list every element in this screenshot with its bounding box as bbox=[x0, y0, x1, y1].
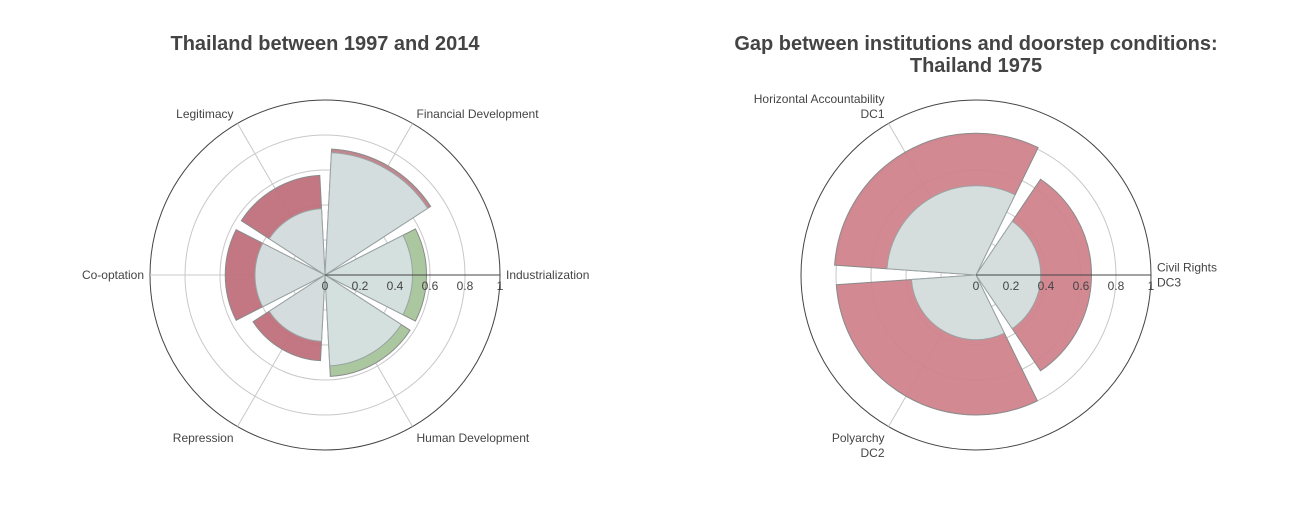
chart-1-category-label: Repression bbox=[173, 431, 234, 445]
chart-gap-institutions-1975: Gap between institutions and doorstep co… bbox=[734, 33, 1217, 460]
chart-1-tick-label: 0.4 bbox=[387, 279, 404, 293]
chart-1-category-label: Co-optation bbox=[82, 268, 144, 282]
chart-1-inner-bar bbox=[254, 242, 327, 308]
chart-1-category-label: Financial Development bbox=[417, 107, 540, 121]
chart-1-title: Thailand between 1997 and 2014 bbox=[170, 33, 480, 55]
chart-1-inner-bar bbox=[268, 274, 326, 342]
chart-1-category-label: Industrialization bbox=[506, 268, 589, 282]
chart-1-inner-bar bbox=[324, 274, 403, 367]
chart-1-inner-bar bbox=[324, 152, 429, 276]
chart-1-tick-label: 0 bbox=[322, 279, 329, 293]
chart-1-tick-label: 0.6 bbox=[422, 279, 439, 293]
chart-2-tick-label: 0.8 bbox=[1108, 279, 1125, 293]
chart-2-inner-bar bbox=[886, 185, 1016, 276]
chart-2-category-label: DC3 bbox=[1157, 276, 1181, 290]
chart-2-title-line-2: Thailand 1975 bbox=[910, 55, 1042, 77]
chart-2-tick-label: 0 bbox=[973, 279, 980, 293]
chart-1-category-label: Human Development bbox=[417, 431, 530, 445]
chart-2-inner-bar bbox=[910, 274, 1006, 341]
chart-2-tick-label: 0.4 bbox=[1038, 279, 1055, 293]
chart-1-tick-label: 0.2 bbox=[352, 279, 369, 293]
chart-2-category-label: DC2 bbox=[860, 446, 884, 460]
chart-2-category-label: Civil Rights bbox=[1157, 261, 1217, 275]
chart-1-tick-label: 0.8 bbox=[457, 279, 474, 293]
chart-1-tick-label: 1 bbox=[497, 279, 504, 293]
chart-1-inner-bar bbox=[268, 208, 326, 276]
chart-2-tick-label: 0.2 bbox=[1003, 279, 1020, 293]
chart-2-title-line-1: Gap between institutions and doorstep co… bbox=[734, 33, 1217, 55]
chart-1-category-label: Legitimacy bbox=[176, 107, 233, 121]
chart-2-category-label: Polyarchy bbox=[832, 431, 885, 445]
chart-2-tick-label: 0.6 bbox=[1073, 279, 1090, 293]
chart-thailand-1997-2014: Thailand between 1997 and 2014 0 0.2 0.4 0.… bbox=[82, 33, 589, 451]
chart-2-tick-label: 1 bbox=[1148, 279, 1155, 293]
chart-2-category-label: DC1 bbox=[860, 107, 884, 121]
chart-2-category-label: Horizontal Accountability bbox=[754, 92, 885, 106]
